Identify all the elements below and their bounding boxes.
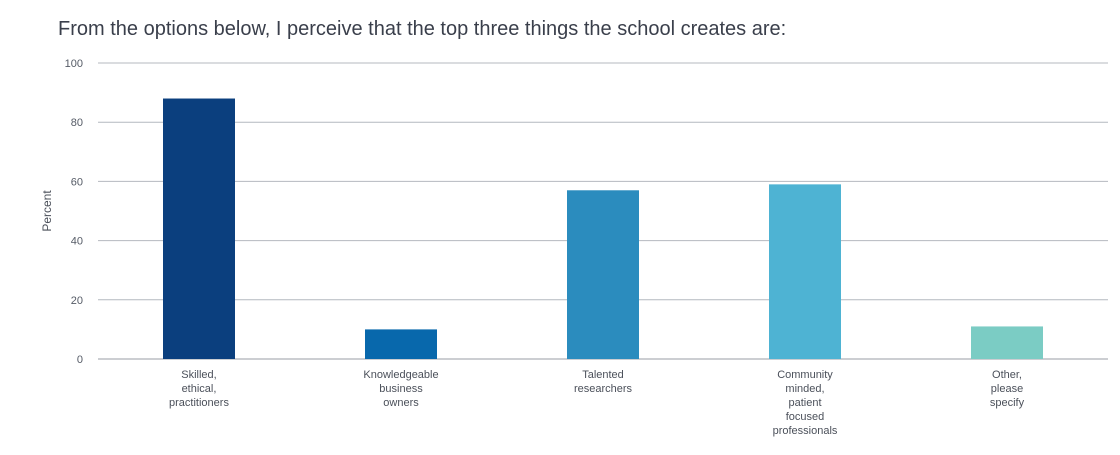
category-label: Community minded, patient focused profession… bbox=[773, 369, 838, 437]
y-tick-label: 60 bbox=[71, 176, 83, 188]
category-labels: Skilled, ethical, practitioners Knowledgeab… bbox=[169, 369, 1025, 437]
bar bbox=[971, 326, 1043, 359]
bar bbox=[365, 329, 437, 359]
bar bbox=[769, 184, 841, 359]
y-tick-label: 20 bbox=[71, 295, 83, 307]
category-label: Other, please specify bbox=[990, 369, 1025, 409]
bar bbox=[163, 98, 235, 360]
chart-title: From the options below, I perceive that … bbox=[58, 18, 787, 40]
y-tick-label: 0 bbox=[77, 354, 83, 366]
category-label: Knowledgeable business owners bbox=[363, 369, 438, 409]
bars bbox=[163, 98, 1043, 360]
category-label: Skilled, ethical, practitioners bbox=[169, 369, 229, 409]
bar bbox=[567, 190, 639, 359]
y-tick-label: 100 bbox=[65, 58, 83, 70]
y-tick-labels: 0 20 40 60 80 100 bbox=[65, 58, 83, 366]
y-axis-label: Percent bbox=[40, 190, 54, 232]
y-tick-label: 80 bbox=[71, 117, 83, 129]
category-label: Talented researchers bbox=[574, 369, 633, 395]
y-tick-label: 40 bbox=[71, 236, 83, 248]
